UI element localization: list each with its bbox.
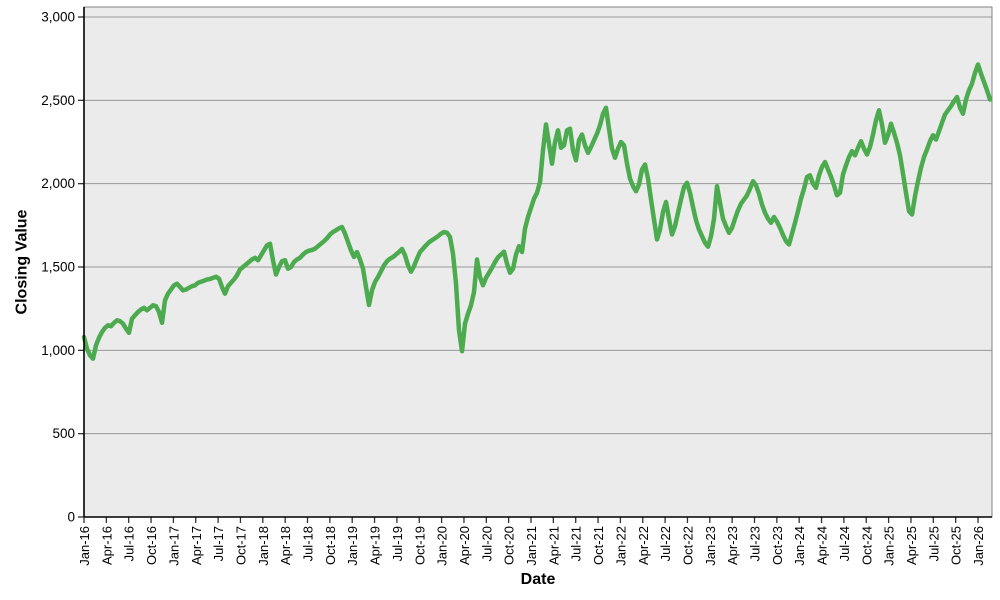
- y-axis-ticks: [78, 16, 84, 518]
- x-tick-label: Jan-23: [703, 526, 718, 566]
- x-tick-label: Oct-19: [412, 526, 427, 565]
- x-tick-label: Apr-20: [457, 526, 472, 565]
- x-tick-label: Apr-19: [368, 526, 383, 565]
- x-tick-label: Oct-23: [770, 526, 785, 565]
- x-tick-label: Apr-25: [904, 526, 919, 565]
- x-tick-label: Jul-25: [926, 526, 941, 561]
- x-tick-label: Jan-25: [882, 526, 897, 566]
- x-tick-label: Oct-21: [591, 526, 606, 565]
- x-tick-label: Jul-17: [211, 526, 226, 561]
- x-tick-label: Jul-20: [479, 526, 494, 561]
- x-tick-label: Jan-18: [256, 526, 271, 566]
- x-tick-label: Jul-18: [301, 526, 316, 561]
- x-tick-label: Jan-26: [971, 526, 986, 566]
- y-tick-label: 1,500: [41, 260, 75, 275]
- x-tick-label: Oct-16: [144, 526, 159, 565]
- x-tick-label: Jan-20: [435, 526, 450, 566]
- x-tick-label: Jul-23: [748, 526, 763, 561]
- x-axis-ticks: [83, 517, 979, 523]
- x-tick-label: Oct-17: [233, 526, 248, 565]
- x-tick-label: Oct-24: [859, 526, 874, 565]
- x-tick-label: Apr-21: [546, 526, 561, 565]
- x-tick-label: Jul-16: [122, 526, 137, 561]
- x-tick-label: Oct-22: [680, 526, 695, 565]
- x-tick-label: Apr-22: [636, 526, 651, 565]
- y-tick-label: 0: [67, 510, 75, 525]
- x-tick-label: Oct-20: [502, 526, 517, 565]
- y-tick-label: 2,500: [41, 93, 75, 108]
- y-tick-label: 500: [52, 426, 75, 441]
- y-axis-title: Closing Value: [14, 209, 31, 314]
- x-tick-label: Apr-18: [278, 526, 293, 565]
- x-tick-label: Apr-16: [99, 526, 114, 565]
- y-tick-label: 1,000: [41, 343, 75, 358]
- x-tick-label: Jan-22: [613, 526, 628, 566]
- x-tick-label: Jul-19: [390, 526, 405, 561]
- x-tick-label: Jan-17: [166, 526, 181, 566]
- closing-value-line: [81, 62, 993, 361]
- x-tick-label: Apr-24: [815, 526, 830, 565]
- x-tick-label: Jul-24: [837, 526, 852, 561]
- price-line-series: [81, 62, 993, 361]
- x-tick-label: Oct-18: [323, 526, 338, 565]
- x-tick-label: Jan-24: [792, 526, 807, 566]
- y-tick-label: 3,000: [41, 10, 75, 25]
- y-tick-label: 2,000: [41, 176, 75, 191]
- plot-area: [84, 7, 992, 517]
- gridlines: [84, 16, 992, 435]
- x-tick-label: Jul-22: [658, 526, 673, 561]
- x-axis-title: Date: [521, 571, 556, 588]
- x-tick-label: Jan-21: [524, 526, 539, 566]
- x-tick-label: Jul-21: [569, 526, 584, 561]
- x-tick-label: Apr-17: [189, 526, 204, 565]
- x-tick-label: Oct-25: [949, 526, 964, 565]
- y-axis-labels: 0 500 1,000 1,500 2,000 2,500 3,000: [41, 10, 75, 525]
- x-axis-labels: Jan-16 Apr-16 Jul-16 Oct-16 Jan-17 Apr-17 Jul-…: [77, 526, 986, 566]
- x-tick-label: Apr-23: [725, 526, 740, 565]
- axis-lines: [83, 7, 992, 518]
- x-tick-label: Jan-19: [345, 526, 360, 566]
- x-tick-label: Jan-16: [77, 526, 92, 566]
